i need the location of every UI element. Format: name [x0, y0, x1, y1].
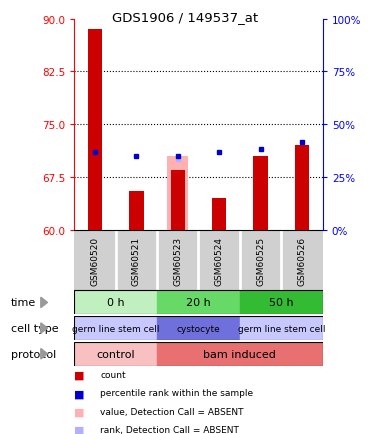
Bar — [74, 342, 157, 366]
Text: ■: ■ — [74, 425, 85, 434]
Text: cystocyte: cystocyte — [177, 324, 220, 333]
Text: germ line stem cell: germ line stem cell — [72, 324, 160, 333]
Bar — [157, 316, 240, 340]
Text: value, Detection Call = ABSENT: value, Detection Call = ABSENT — [100, 407, 244, 416]
Text: percentile rank within the sample: percentile rank within the sample — [100, 388, 253, 398]
Text: 0 h: 0 h — [107, 298, 124, 308]
Bar — [295, 146, 309, 230]
Text: count: count — [100, 370, 126, 379]
Bar — [171, 171, 185, 230]
Text: ■: ■ — [74, 407, 85, 417]
Text: 20 h: 20 h — [186, 298, 211, 308]
Bar — [157, 291, 240, 315]
Bar — [240, 291, 323, 315]
Bar — [167, 156, 188, 230]
Text: GSM60520: GSM60520 — [91, 236, 99, 285]
Text: cell type: cell type — [11, 323, 59, 333]
Bar — [88, 30, 102, 230]
Text: GSM60526: GSM60526 — [298, 236, 306, 285]
Bar — [129, 191, 144, 230]
Bar — [212, 198, 226, 230]
Bar — [253, 156, 268, 230]
Bar — [240, 316, 323, 340]
Text: protocol: protocol — [11, 349, 56, 359]
Text: 50 h: 50 h — [269, 298, 294, 308]
Text: control: control — [96, 349, 135, 359]
Bar — [74, 316, 157, 340]
Text: GDS1906 / 149537_at: GDS1906 / 149537_at — [112, 11, 259, 24]
Text: GSM60523: GSM60523 — [173, 236, 182, 285]
Text: germ line stem cell: germ line stem cell — [237, 324, 325, 333]
Text: GSM60524: GSM60524 — [215, 236, 224, 285]
Text: time: time — [11, 298, 36, 308]
Text: rank, Detection Call = ABSENT: rank, Detection Call = ABSENT — [100, 425, 239, 434]
Bar — [74, 291, 157, 315]
Text: bam induced: bam induced — [203, 349, 276, 359]
Text: GSM60525: GSM60525 — [256, 236, 265, 285]
Bar — [157, 342, 323, 366]
Text: GSM60521: GSM60521 — [132, 236, 141, 285]
Text: ■: ■ — [74, 388, 85, 398]
Text: ■: ■ — [74, 370, 85, 380]
